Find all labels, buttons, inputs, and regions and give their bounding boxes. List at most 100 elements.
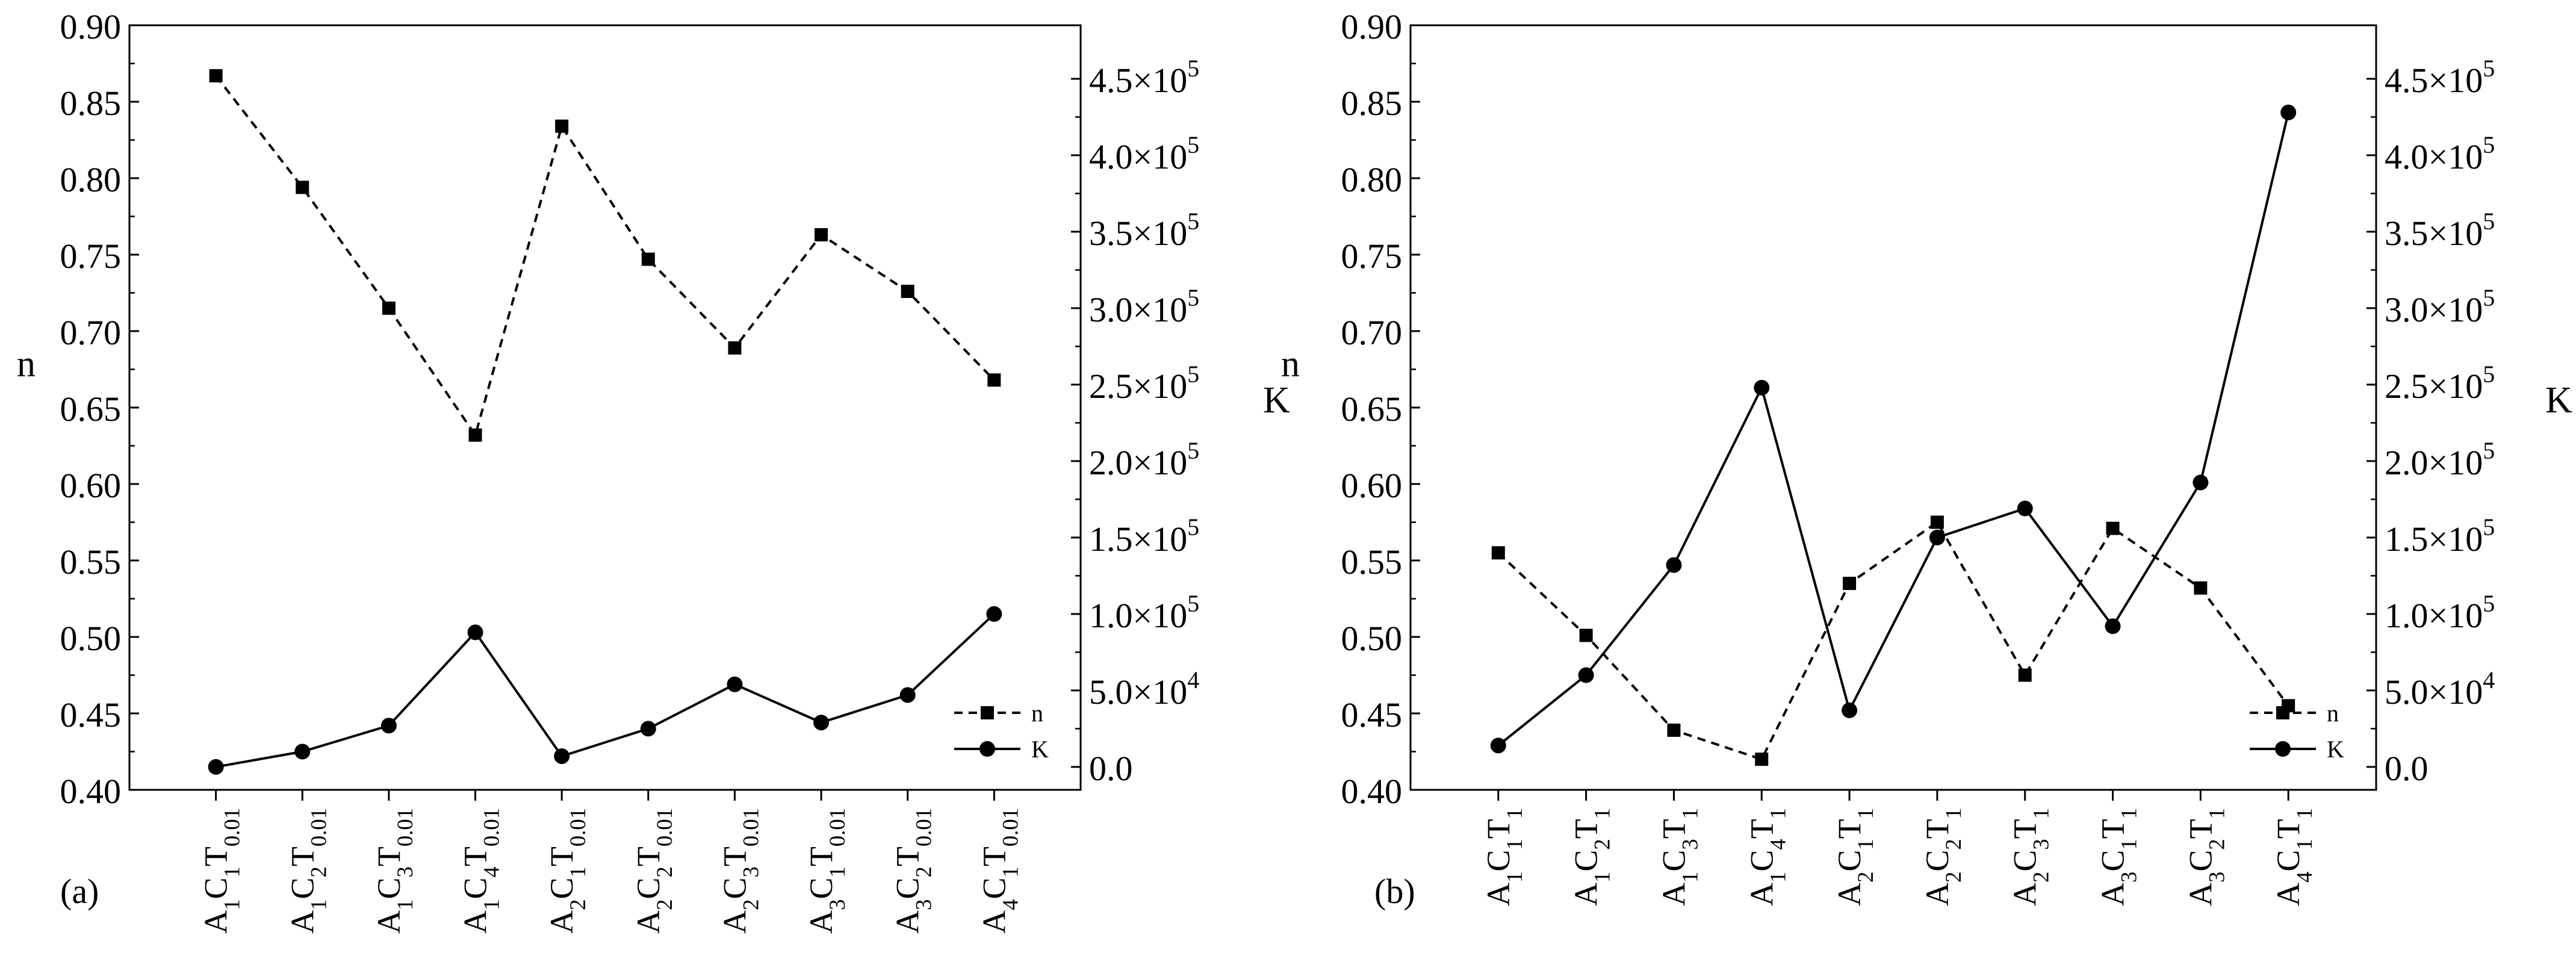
left-tick-label: 0.45 (1341, 695, 1403, 734)
panel-a: 0.40 0.45 0.50 0.55 0.60 0.65 0.70 0.75 0.80 0.85… (17, 7, 1290, 934)
left-tick-label: 0.70 (60, 313, 122, 352)
x-tick-label: A1C4T0.01 (458, 808, 504, 934)
series-marker-n (1843, 577, 1857, 591)
panel-label: (a) (60, 872, 99, 911)
x-tick-label: A1C3T1 (1656, 808, 1702, 906)
right-tick-label: 3.5×105 (1089, 208, 1199, 253)
right-tick-label: 4.5×105 (2385, 55, 2495, 100)
left-tick-label: 0.60 (1341, 466, 1403, 505)
legend-marker-K (979, 741, 995, 757)
legend-label-n: n (2327, 700, 2339, 727)
left-tick-label: 0.40 (60, 772, 122, 811)
left-tick-label: 0.90 (60, 7, 122, 46)
x-tick-label: A1C1T1 (1480, 808, 1527, 906)
right-tick-label: 1.5×105 (2385, 514, 2495, 559)
series-line-n (215, 75, 995, 438)
series-marker-n (815, 228, 828, 241)
legend-label-K: K (1031, 736, 1049, 763)
series-marker-n (2018, 668, 2032, 682)
x-tick-label: A2C1T1 (1831, 808, 1878, 906)
right-tick-label: 1.5×105 (1089, 514, 1199, 559)
right-tick-label: 3.0×105 (2385, 284, 2495, 329)
x-tick-label: A1C4T1 (1743, 808, 1790, 906)
series-marker-n (296, 181, 309, 194)
series-marker-K (294, 743, 311, 760)
series-marker-n (987, 373, 1001, 387)
left-tick-label: 0.80 (60, 160, 122, 199)
series-line-K (1497, 112, 2290, 746)
right-tick-label: 2.5×105 (2385, 361, 2495, 406)
left-tick-label: 0.60 (60, 466, 122, 505)
panel-label: (b) (1374, 872, 1415, 911)
right-tick-label: 0.0 (2385, 749, 2429, 788)
left-tick-label: 0.45 (60, 695, 122, 734)
series-marker-K (1842, 702, 1858, 718)
left-tick-label: 0.75 (1341, 237, 1403, 276)
series-marker-K (2105, 618, 2121, 635)
series-marker-K (1578, 667, 1594, 683)
series-marker-K (380, 718, 397, 734)
left-tick-label: 0.75 (60, 237, 122, 276)
series-marker-n (2106, 521, 2120, 535)
x-tick-label: A3C2T0.01 (890, 808, 936, 934)
right-tick-label: 3.0×105 (1089, 284, 1199, 329)
legend-marker-n (981, 706, 994, 719)
series-marker-n (209, 69, 223, 82)
x-tick-label: A1C3T0.01 (371, 808, 417, 934)
series-marker-n (2194, 581, 2208, 595)
series-marker-K (2193, 474, 2209, 491)
series-marker-n (555, 119, 569, 133)
right-tick-label: 5.0×104 (2385, 666, 2495, 712)
series-line-K (216, 613, 995, 768)
series-marker-K (813, 715, 830, 731)
x-tick-label: A2C2T0.01 (630, 808, 677, 934)
series-marker-n (1755, 753, 1769, 766)
left-tick-label: 0.80 (1341, 160, 1403, 199)
left-tick-label: 0.55 (1341, 542, 1403, 582)
series-marker-K (208, 759, 224, 775)
left-tick-label: 0.50 (1341, 619, 1403, 658)
left-tick-label: 0.65 (1341, 389, 1403, 429)
right-tick-label: 2.0×105 (1089, 437, 1199, 482)
x-tick-label: A3C2T1 (2182, 808, 2229, 906)
right-tick-label: 1.0×105 (2385, 590, 2495, 635)
series-marker-K (1754, 379, 1770, 396)
x-tick-label: A1C1T0.01 (198, 808, 244, 934)
right-tick-label: 4.0×105 (1089, 131, 1199, 176)
x-tick-label: A2C3T0.01 (716, 808, 763, 934)
series-marker-n (1579, 628, 1593, 642)
series-marker-K (554, 748, 570, 765)
right-tick-label: 2.0×105 (2385, 437, 2495, 482)
x-tick-label: A4C1T1 (2270, 808, 2317, 906)
series-marker-K (2017, 500, 2033, 517)
x-tick-label: A3C1T1 (2095, 808, 2141, 906)
series-marker-n (641, 252, 655, 266)
x-tick-label: A2C2T1 (1919, 808, 1966, 906)
series-marker-n (382, 301, 396, 315)
x-tick-label: A1C2T1 (1568, 808, 1615, 906)
series-marker-K (986, 606, 1002, 622)
right-tick-label: 5.0×104 (1089, 666, 1199, 712)
series-marker-n (901, 284, 914, 298)
left-axis-label: n (17, 344, 36, 385)
x-tick-label: A1C2T0.01 (284, 808, 331, 934)
series-marker-n (1930, 515, 1944, 529)
left-tick-label: 0.70 (1341, 313, 1403, 352)
left-tick-label: 0.55 (60, 542, 122, 582)
x-tick-label: A2C3T1 (2007, 808, 2053, 906)
left-axis-label: n (1281, 344, 1300, 385)
legend-marker-K (2275, 741, 2291, 757)
right-axis-label: K (1263, 380, 1290, 421)
series-marker-K (1666, 557, 1682, 573)
series-marker-n (1667, 723, 1681, 737)
legend-label-n: n (1031, 700, 1043, 727)
left-tick-label: 0.40 (1341, 772, 1403, 811)
left-tick-label: 0.65 (60, 389, 122, 429)
series-marker-K (899, 687, 916, 703)
panel-b: 0.40 0.45 0.50 0.55 0.60 0.65 0.70 0.75 0.80 0.85… (1281, 7, 2572, 911)
x-tick-label: A4C1T0.01 (976, 808, 1022, 934)
series-marker-K (1929, 529, 1945, 545)
right-axis-label: K (2545, 380, 2572, 421)
